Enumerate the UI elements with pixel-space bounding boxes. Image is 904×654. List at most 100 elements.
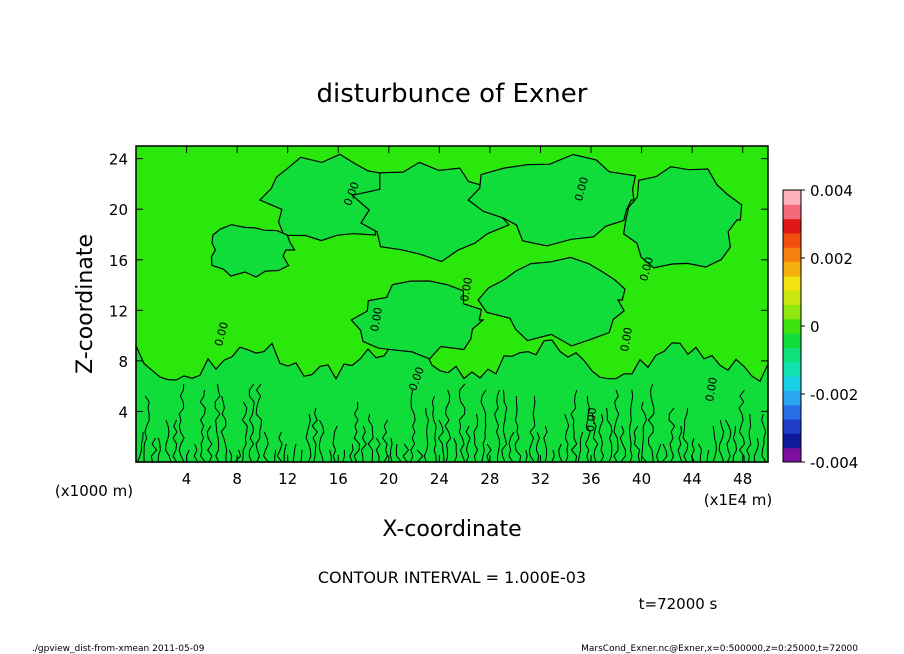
contour-line (241, 401, 248, 463)
contour-line (214, 383, 221, 463)
x-tick-label: 8 (232, 470, 242, 488)
contour-line (423, 407, 430, 463)
y-tick-label: 4 (118, 403, 128, 421)
contour-line (206, 425, 213, 463)
contour-line (628, 389, 634, 463)
contour-line (668, 407, 676, 463)
contour-line (465, 425, 471, 463)
contour-lines (136, 383, 767, 463)
contour-line (248, 383, 255, 463)
contour-line (738, 389, 745, 463)
contour-patch (351, 161, 510, 263)
colorbar-segment (783, 419, 801, 434)
x-tick-label: 32 (531, 470, 550, 488)
chart-title: disturbunce of Exner (317, 79, 588, 109)
colorbar-segment (783, 433, 801, 449)
contour-line (458, 383, 466, 463)
y-tick-label: 12 (109, 302, 128, 320)
contour-line (514, 396, 522, 463)
y-tick-label: 24 (109, 151, 128, 169)
colorbar (782, 189, 802, 463)
contour-patch (210, 224, 296, 278)
contour-line (437, 419, 445, 463)
contour-line (528, 395, 536, 463)
contour-line (761, 413, 767, 463)
colorbar-tick-label: -0.002 (810, 386, 858, 404)
colorbar-ticks: 0.004 0.002 0 -0.002 -0.004 (801, 182, 858, 472)
colorbar-segment (783, 190, 801, 205)
contour-patch (258, 153, 397, 242)
colorbar-segment (783, 290, 801, 306)
x-axis-label: X-coordinate (382, 517, 521, 542)
contour-line (381, 419, 389, 463)
contour-line (570, 389, 578, 463)
contour-value-label: 0.00 (458, 276, 475, 302)
colorbar-segment (783, 347, 801, 363)
contour-line (677, 425, 683, 463)
contour-line (732, 425, 738, 463)
colorbar-segment (783, 261, 801, 277)
contour-patch (350, 280, 485, 360)
y-tick-label: 16 (109, 252, 128, 270)
contour-line (564, 413, 570, 463)
contour-line (584, 395, 591, 463)
contour-line (143, 395, 150, 463)
contour-line (712, 425, 717, 463)
contour-value-label: 0.00 (618, 326, 635, 352)
contour-value-label: 0.00 (584, 407, 599, 433)
time-text: t=72000 s (639, 595, 718, 613)
contour-line (619, 425, 626, 463)
x-tick-label: 20 (379, 470, 398, 488)
contour-line (342, 450, 345, 463)
colorbar-tick-label: 0.002 (810, 250, 853, 268)
contour-line (444, 389, 452, 463)
contour-line (494, 389, 501, 463)
x-tick-label: 24 (430, 470, 449, 488)
x-unit-label: (x1000 m) (55, 482, 133, 500)
contour-line (367, 413, 374, 463)
colorbar-segment (783, 376, 801, 391)
contour-line (353, 401, 361, 463)
contour-line (746, 413, 752, 463)
y-tick-label: 8 (118, 353, 128, 371)
contour-line (431, 395, 437, 463)
contour-line (592, 413, 599, 463)
contour-interval-text: CONTOUR INTERVAL = 1.000E-03 (318, 568, 586, 587)
contour-line (165, 419, 172, 463)
x-tick-label: 4 (182, 470, 192, 488)
colorbar-segment (783, 404, 801, 420)
contour-line (725, 419, 732, 463)
contour-line (178, 383, 185, 463)
x-tick-label: 36 (581, 470, 600, 488)
colorbar-segment (783, 204, 801, 220)
colorbar-segment (783, 318, 801, 334)
colorbar-segment (783, 247, 801, 263)
contour-line (318, 419, 325, 463)
contour-line (305, 413, 312, 463)
colorbar-tick-label: -0.004 (810, 454, 858, 472)
y-axis-label: Z-coordinate (73, 234, 98, 374)
contour-line (480, 389, 487, 463)
colorbar-segment (783, 333, 801, 348)
contour-line (311, 407, 318, 463)
footer-right: MarsCond_Exner.nc@Exner,x=0:500000,z=0:2… (581, 644, 858, 654)
x-tick-label: 16 (329, 470, 348, 488)
contour-fill-regions (135, 153, 769, 463)
x-tick-label: 40 (632, 470, 651, 488)
contour-value-label: 0.00 (212, 321, 231, 348)
contour-line (633, 425, 641, 463)
colorbar-tick-label: 0 (810, 318, 820, 336)
x-tick-label: 12 (278, 470, 297, 488)
colorbar-segment (783, 390, 801, 406)
contour-line (501, 389, 508, 463)
plot-frame (135, 145, 769, 463)
contour-value-label: 0.00 (637, 256, 656, 283)
contour-patch (467, 153, 637, 247)
footer-left: ./gpview_dist-from-xmean 2011-05-09 (32, 644, 205, 654)
x-scale-label: (x1E4 m) (704, 491, 773, 509)
contour-line (473, 413, 479, 463)
contour-line (640, 401, 648, 463)
colorbar-segment (783, 218, 801, 234)
contour-line (332, 425, 338, 463)
lower-region (135, 339, 769, 463)
